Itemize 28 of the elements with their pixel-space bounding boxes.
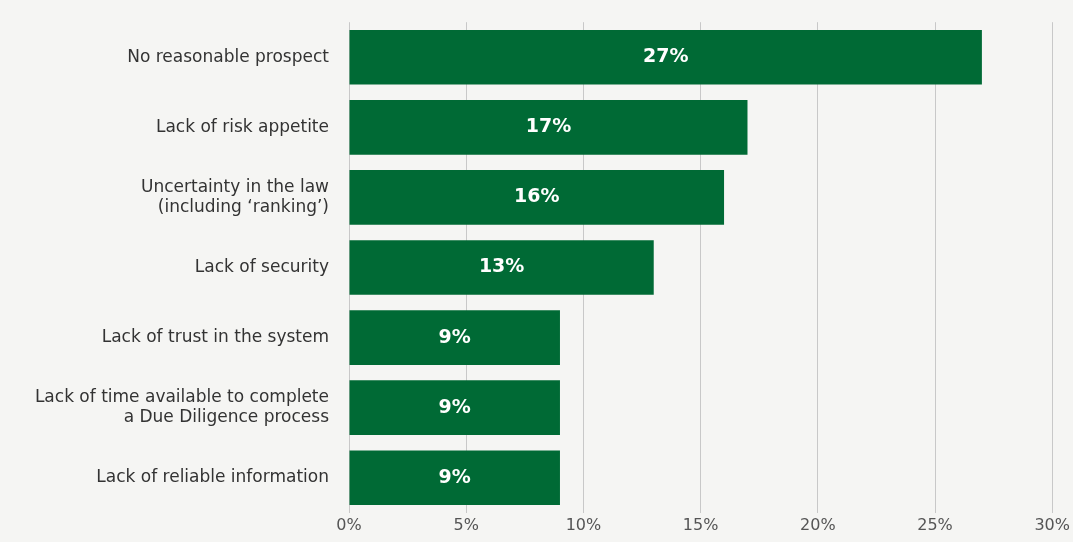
x-tick-label: 0% xyxy=(336,514,362,534)
data-label: 27% xyxy=(642,44,689,67)
y-tick-label: Lack of security xyxy=(194,255,329,276)
y-tick-label: Uncertainty in the law (including ‘ranking’) xyxy=(141,175,330,217)
y-tick-label: Lack of risk appetite xyxy=(155,115,329,136)
bar xyxy=(349,170,725,225)
x-tick-label: 10% xyxy=(565,514,602,534)
data-label: 16% xyxy=(514,184,560,207)
bar xyxy=(349,380,560,436)
y-tick-label: Lack of time available to complete a Due Diligence process xyxy=(34,385,330,427)
data-label: 9% xyxy=(438,324,471,347)
x-tick-label: 20% xyxy=(800,514,836,534)
x-tick-label: 25% xyxy=(917,514,953,534)
y-tick-label: Lack of trust in the system xyxy=(101,326,329,347)
bar xyxy=(349,450,560,506)
data-label: 9% xyxy=(438,394,471,417)
data-label: 17% xyxy=(525,114,572,137)
y-tick-label: Lack of reliable information xyxy=(96,466,329,487)
bar xyxy=(349,100,748,155)
bar xyxy=(349,240,654,295)
data-label: 9% xyxy=(438,464,471,487)
data-label: 13% xyxy=(478,254,525,277)
bar xyxy=(349,29,982,85)
y-tick-label: No reasonable prospect xyxy=(127,45,330,66)
x-tick-label: 5% xyxy=(453,514,479,534)
x-tick-label: 15% xyxy=(682,514,719,534)
x-tick-label: 30% xyxy=(1034,514,1070,534)
bar xyxy=(349,310,560,365)
